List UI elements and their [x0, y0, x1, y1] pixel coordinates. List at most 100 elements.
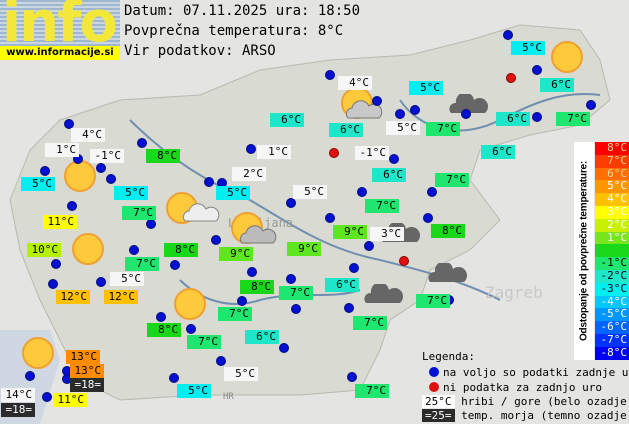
scale-title: Odstopanje od povprečne temperature: [574, 142, 594, 360]
legend-text: ni podatka za zadnjo uro [443, 381, 602, 394]
scale-step: -2°C [595, 269, 629, 283]
temperature-label: 1°C [45, 143, 79, 157]
scale-step [595, 244, 629, 258]
temperature-label: 7°C [355, 384, 389, 398]
temperature-label: 5°C [511, 41, 545, 55]
scale-title-text: Odstopanje od povprečne temperature: [578, 160, 590, 342]
site-url[interactable]: www.informacije.si [0, 46, 120, 60]
temperature-label: 6°C [496, 112, 530, 126]
temperature-label: 4°C [71, 128, 105, 142]
station-marker[interactable] [586, 100, 596, 110]
temperature-label: -1°C [90, 149, 124, 163]
temperature-label: 9°C [219, 247, 253, 261]
temperature-label: 5°C [21, 177, 55, 191]
station-marker[interactable] [48, 279, 58, 289]
station-marker[interactable] [106, 174, 116, 184]
temperature-label: 8°C [240, 280, 274, 294]
temperature-label: 7°C [426, 122, 460, 136]
station-marker[interactable] [461, 109, 471, 119]
deviation-scale: 8°C 7°C 6°C 5°C 4°C 3°C 2°C 1°C -1°C -2°C -3°C -4°C… [595, 141, 629, 360]
station-marker[interactable] [67, 201, 77, 211]
station-marker[interactable] [246, 144, 256, 154]
data-source: Vir podatkov: ARSO [124, 43, 276, 59]
temperature-label: 6°C [325, 278, 359, 292]
station-marker[interactable] [170, 260, 180, 270]
station-marker[interactable] [291, 304, 301, 314]
station-marker[interactable] [347, 372, 357, 382]
station-marker-missing[interactable] [329, 148, 339, 158]
station-marker[interactable] [279, 343, 289, 353]
station-marker[interactable] [286, 274, 296, 284]
station-marker[interactable] [204, 177, 214, 187]
light-cloud-icon [345, 100, 383, 119]
temperature-label: 7°C [279, 286, 313, 300]
station-marker[interactable] [129, 245, 139, 255]
temperature-label: 6°C [540, 78, 574, 92]
station-marker[interactable] [286, 198, 296, 208]
station-marker[interactable] [237, 296, 247, 306]
station-marker[interactable] [503, 30, 513, 40]
sun-icon [174, 288, 206, 320]
scale-step: 3°C [595, 205, 629, 219]
sun-icon [72, 233, 104, 265]
station-marker[interactable] [146, 219, 156, 229]
station-marker[interactable] [364, 241, 374, 251]
date-line: Datum: 07.11.2025 ura: 18:50 [124, 3, 361, 19]
station-marker[interactable] [186, 324, 196, 334]
temperature-label: -1°C [355, 146, 389, 160]
station-marker[interactable] [137, 138, 147, 148]
station-marker[interactable] [395, 109, 405, 119]
legend-title: Legenda: [422, 350, 475, 363]
station-marker[interactable] [344, 303, 354, 313]
station-marker[interactable] [216, 356, 226, 366]
station-marker-missing[interactable] [399, 256, 409, 266]
station-marker[interactable] [389, 154, 399, 164]
station-marker[interactable] [423, 213, 433, 223]
dark-cloud-icon [428, 263, 467, 282]
scale-step: -4°C [595, 295, 629, 309]
station-marker[interactable] [427, 187, 437, 197]
station-marker[interactable] [96, 163, 106, 173]
legend-sea: =25= temp. morja (temno ozadje) [422, 409, 629, 423]
station-marker-missing[interactable] [506, 73, 516, 83]
station-marker[interactable] [372, 96, 382, 106]
temperature-label: 3°C [370, 227, 404, 241]
temperature-label: 7°C [125, 257, 159, 271]
country-outline [9, 24, 611, 401]
sun-icon [22, 337, 54, 369]
station-marker[interactable] [247, 267, 257, 277]
legend-text: na voljo so podatki zadnje ure [443, 366, 629, 379]
station-marker[interactable] [357, 187, 367, 197]
city-label: Zagreb [485, 283, 543, 302]
station-marker[interactable] [532, 112, 542, 122]
station-marker[interactable] [40, 166, 50, 176]
station-marker[interactable] [410, 105, 420, 115]
temperature-label: 5°C [386, 121, 420, 135]
temperature-label: 7°C [365, 199, 399, 213]
temperature-label: 5°C [177, 384, 211, 398]
station-marker[interactable] [169, 373, 179, 383]
dark-cloud-icon [364, 284, 403, 303]
station-marker[interactable] [96, 277, 106, 287]
station-marker[interactable] [25, 371, 35, 381]
sea-temperature-label: =18= [1, 403, 35, 417]
scale-step: 7°C [595, 154, 629, 168]
scale-step: 8°C [595, 141, 629, 155]
station-marker[interactable] [64, 119, 74, 129]
station-marker[interactable] [156, 312, 166, 322]
temperature-label: 8°C [147, 323, 181, 337]
temperature-label: 6°C [245, 330, 279, 344]
station-marker[interactable] [325, 213, 335, 223]
sea-temperature-label: =18= [70, 378, 104, 392]
legend-missing: ni podatka za zadnjo uro [422, 381, 602, 395]
station-marker[interactable] [532, 65, 542, 75]
station-marker[interactable] [349, 263, 359, 273]
temperature-label: 5°C [293, 185, 327, 199]
station-marker[interactable] [211, 235, 221, 245]
logo[interactable]: info www.informacije.si [0, 0, 120, 60]
station-marker[interactable] [325, 70, 335, 80]
temperature-label: 7°C [556, 112, 590, 126]
temperature-label: 6°C [481, 145, 515, 159]
station-marker[interactable] [51, 259, 61, 269]
station-marker[interactable] [42, 392, 52, 402]
